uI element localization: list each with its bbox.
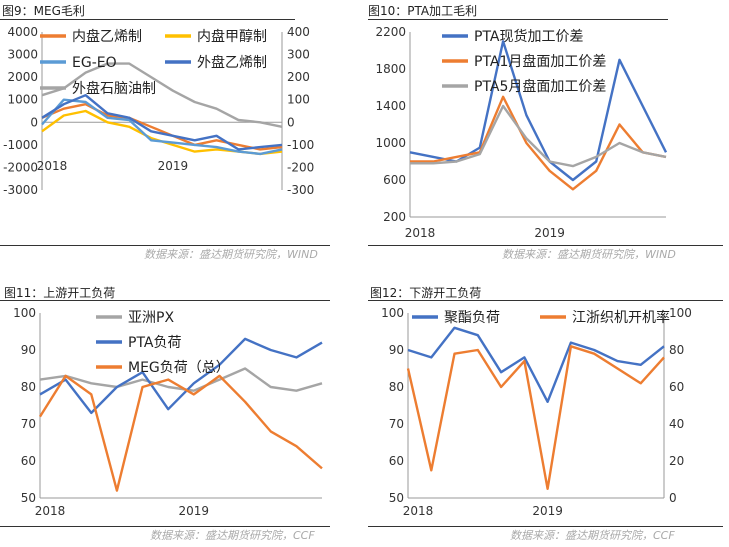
fig10-source: 数据来源：盛达期货研究院，WIND: [502, 248, 676, 261]
legend-label-1: 江浙织机开机率: [572, 309, 670, 326]
fig10-title: 图10：PTA加工毛利: [368, 4, 478, 18]
y-tick-label-left: 50: [389, 491, 404, 505]
series-line-0: [407, 326, 665, 404]
y-tick-label-left: 1000: [7, 93, 38, 107]
y-tick-label-left: 60: [21, 454, 36, 468]
y-tick-label-left: 3000: [7, 48, 38, 62]
fig12-source: 数据来源：盛达期货研究院，CCF: [510, 529, 675, 542]
fig12-bottom-rule: [368, 526, 723, 527]
y-tick-label-left: 70: [389, 417, 404, 431]
series-line-2: [410, 104, 667, 168]
legend-label-2: MEG负荷（总）: [128, 360, 230, 376]
y-tick-label-left: 0: [30, 115, 38, 129]
y-tick-label-left: 90: [389, 343, 404, 357]
y-tick-label-left: 80: [389, 380, 404, 394]
series-line-0: [39, 367, 323, 392]
legend-label-1: PTA1月盘面加工价差: [474, 53, 606, 70]
y-tick-label-left: 600: [383, 173, 406, 187]
y-tick-label-left: 100: [381, 306, 404, 320]
x-tick-label: 2019: [534, 226, 565, 240]
legend-label-0: 亚洲PX: [128, 310, 174, 326]
y-tick-label-left: -1000: [3, 138, 38, 152]
y-tick-label-right: -300: [287, 183, 314, 197]
series-line-1: [406, 345, 665, 491]
y-tick-label-left: 2200: [375, 25, 406, 39]
fig11-bottom-rule: [0, 526, 330, 527]
legend-label-0: PTA现货加工价差: [474, 28, 583, 45]
y-tick-label-left: 1800: [375, 62, 406, 76]
fig10-bottom-rule: [368, 245, 723, 246]
fig9-bottom-rule: [0, 245, 330, 246]
fig11-title: 图11：上游开工负荷: [4, 286, 116, 300]
y-tick-label-left: 2000: [7, 70, 38, 84]
y-tick-label-right: 400: [287, 25, 310, 39]
y-tick-label-left: 1400: [375, 99, 406, 113]
legend-label-2: EG-EO: [72, 55, 117, 71]
y-tick-label-left: 90: [21, 343, 36, 357]
fig11-chart: 50 60 70 80 90 100 2018 2019 亚洲PX PTA负荷 MEG负荷（总）: [13, 306, 323, 518]
y-tick-label-right: 60: [669, 380, 684, 394]
y-tick-label-right: -200: [287, 160, 314, 174]
series-line-1: [410, 95, 667, 191]
y-tick-label-left: 50: [21, 491, 36, 505]
fig10-rule: [368, 19, 668, 20]
y-tick-label-right: -100: [287, 138, 314, 152]
series-line-3: [41, 93, 283, 151]
y-tick-label-right: 300: [287, 48, 310, 62]
y-tick-label-left: 60: [389, 454, 404, 468]
y-tick-label-left: 1000: [375, 136, 406, 150]
y-tick-label-right: 0: [669, 491, 677, 505]
fig11-rule: [0, 300, 330, 301]
fig9-rule: [0, 19, 295, 20]
legend-label-0: 聚酯负荷: [444, 310, 500, 326]
y-tick-label-left: 4000: [7, 25, 38, 39]
y-tick-label-left: 100: [13, 306, 36, 320]
series-line-1: [39, 337, 323, 415]
x-tick-label: 2018: [403, 504, 434, 518]
y-tick-label-left: 70: [21, 417, 36, 431]
y-tick-label-right: 0: [287, 115, 295, 129]
fig12-chart: 50 60 70 80 90 100 0 20 40 60 80 100 2018 2019 聚酯负荷 江浙织…: [381, 306, 692, 518]
x-tick-label: 2019: [158, 159, 189, 173]
y-tick-label-right: 20: [669, 454, 684, 468]
x-tick-label: 2019: [179, 504, 210, 518]
fig9-chart: -3000-2000-100001000200030004000-300-200…: [3, 25, 314, 197]
fig11-source: 数据来源：盛达期货研究院，CCF: [150, 529, 315, 542]
series-line-4: [41, 62, 283, 128]
series-line-2: [41, 98, 283, 156]
y-tick-label-right: 200: [287, 70, 310, 84]
fig12-title: 图12：下游开工负荷: [370, 286, 482, 300]
series-line-2: [38, 374, 323, 492]
legend-label-1: 内盘甲醇制: [197, 28, 267, 45]
fig12-rule: [368, 300, 723, 301]
y-tick-label-left: 80: [21, 380, 36, 394]
y-tick-label-right: 100: [287, 93, 310, 107]
x-tick-label: 2018: [37, 159, 68, 173]
x-tick-label: 2019: [532, 504, 563, 518]
x-tick-label: 2018: [405, 226, 436, 240]
y-tick-label-left: -2000: [3, 160, 38, 174]
legend-label-4: 外盘石脑油制: [72, 80, 156, 97]
y-tick-label-right: 100: [669, 306, 692, 320]
series-line-0: [41, 102, 283, 151]
fig10-chart: 200 600 1000 1400 1800 2200 2018 2019 PTA现货加工价差 P…: [375, 25, 668, 240]
legend-label-0: 内盘乙烯制: [72, 28, 142, 45]
x-tick-label: 2018: [35, 504, 66, 518]
legend-label-2: PTA5月盘面加工价差: [474, 78, 606, 95]
legend-label-1: PTA负荷: [128, 335, 181, 351]
y-tick-label-right: 80: [669, 343, 684, 357]
y-tick-label-left: 200: [383, 210, 406, 224]
y-tick-label-right: 40: [669, 417, 684, 431]
fig9-title: 图9：MEG毛利: [2, 4, 85, 18]
legend-label-3: 外盘乙烯制: [197, 54, 267, 71]
y-tick-label-left: -3000: [3, 183, 38, 197]
fig9-source: 数据来源：盛达期货研究院，WIND: [144, 248, 318, 261]
